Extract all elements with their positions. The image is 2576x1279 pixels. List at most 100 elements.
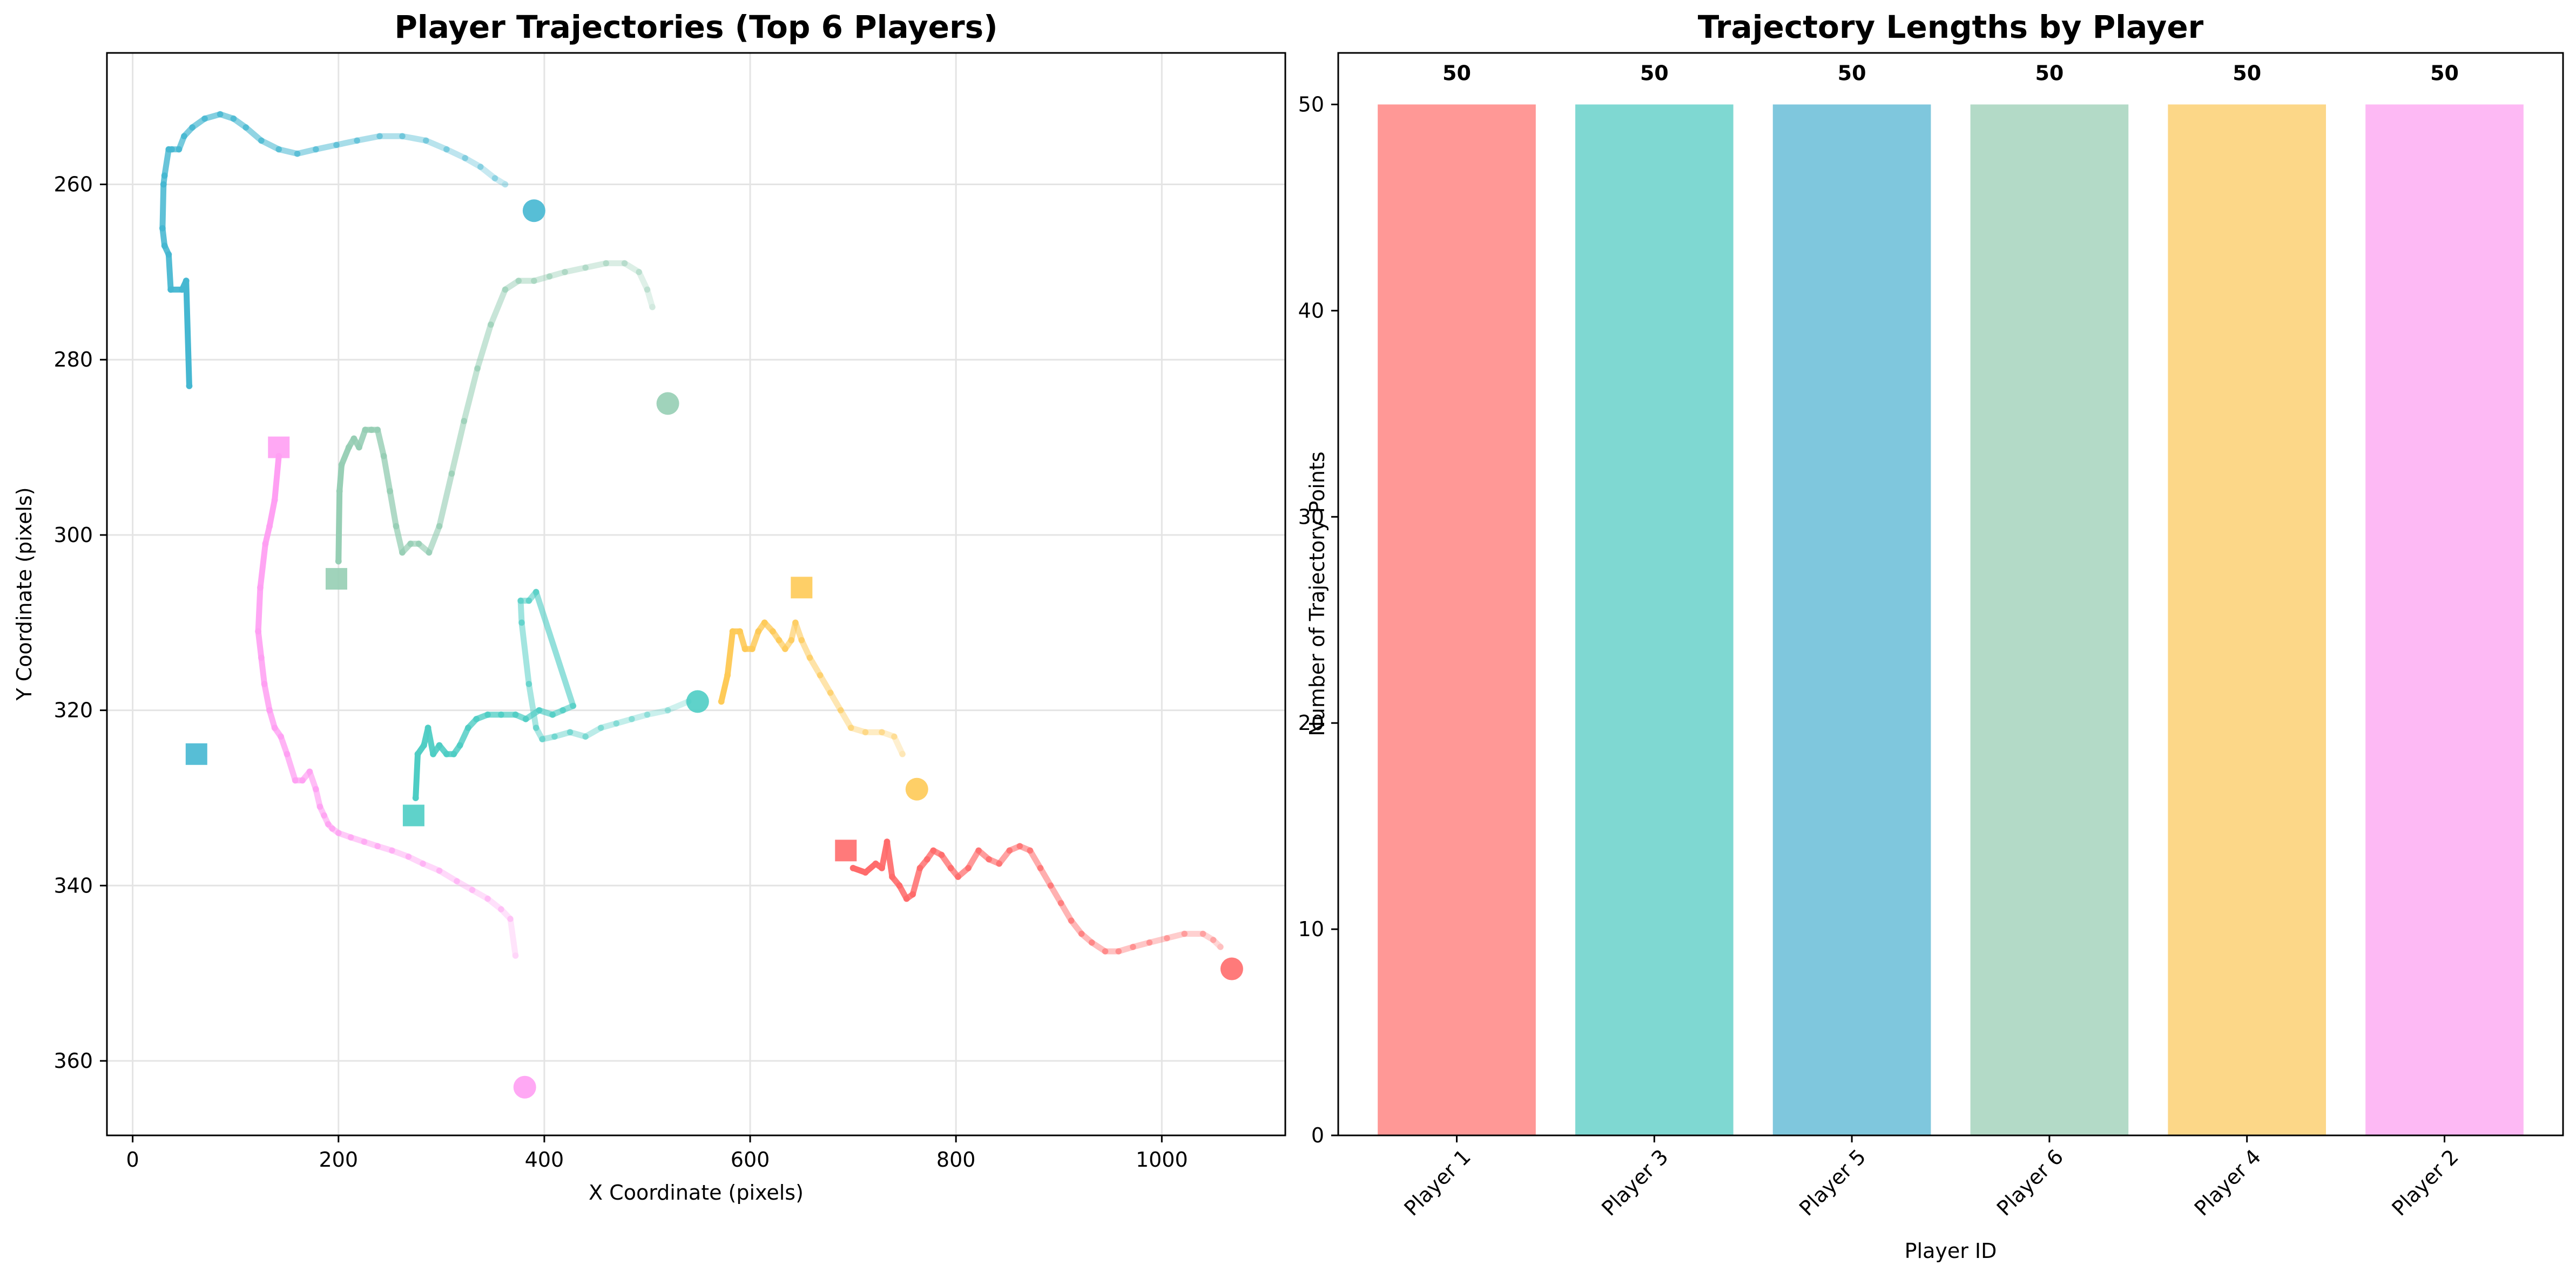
trajectory-point — [201, 115, 208, 122]
trajectory-segment — [724, 628, 736, 679]
trajectory-point — [335, 558, 342, 565]
trajectory-segment — [792, 619, 805, 644]
trajectory-segment — [965, 847, 982, 871]
trajectory-point — [748, 645, 756, 652]
trajectory-point — [628, 715, 635, 722]
trajectory-point — [776, 637, 783, 644]
trajectory-point — [430, 750, 437, 757]
trajectory-point — [847, 725, 854, 732]
trajectory-point — [464, 725, 471, 732]
trajectory-segment — [1048, 882, 1064, 906]
trajectory-segment — [807, 654, 824, 679]
trajectory-point — [761, 619, 768, 626]
trajectory-point — [292, 777, 299, 784]
trajectory-segment — [1115, 944, 1136, 955]
trajectory-segment — [891, 733, 906, 757]
trajectory-point — [258, 137, 265, 144]
trajectory-point — [788, 637, 795, 644]
bar-y-tick-label: 0 — [1311, 1124, 1324, 1147]
bar-y-axis-label: Number of Trajectory Points — [1305, 451, 1329, 736]
trajectory-segment — [491, 175, 508, 188]
trajectory-point — [484, 895, 491, 902]
trajectory-point — [376, 133, 383, 140]
y-tick-label: 260 — [53, 173, 93, 197]
bar-value-label: 50 — [1442, 61, 1471, 85]
trajectory-point — [507, 916, 514, 922]
trajectory-end-marker — [522, 199, 545, 222]
trajectory-plot-frame — [106, 52, 1286, 1136]
trajectory-point — [474, 365, 481, 372]
trajectory-point — [644, 286, 651, 293]
trajectory-segment — [848, 725, 868, 735]
trajectory-point — [275, 146, 282, 153]
trajectory-segment — [393, 523, 406, 556]
trajectory-point — [186, 382, 193, 389]
trajectory-length-bar-chart: 50 50 50 50 50 50 0 10 20 30 40 50 Player 1 Player 3… — [1298, 9, 2564, 1263]
trajectory-point — [426, 549, 433, 556]
trajectory-point — [862, 869, 869, 876]
trajectory-start-marker — [325, 568, 347, 590]
trajectory-segment — [469, 886, 491, 902]
bar-value-label: 50 — [1838, 61, 1866, 85]
trajectory-segment — [567, 729, 589, 740]
trajectory-segment — [629, 712, 650, 722]
trajectory-axis-ticks: 0 200 400 600 800 1000 260 280 300 320 340 360 — [53, 173, 1188, 1172]
trajectory-segment — [507, 916, 519, 959]
trajectory-point — [424, 725, 431, 732]
trajectory-point — [532, 588, 540, 595]
trajectory-point — [338, 462, 345, 469]
bar-value-label: 50 — [1640, 61, 1669, 85]
trajectory-point — [405, 853, 412, 860]
trajectory-point — [525, 680, 532, 687]
trajectory-segment — [387, 488, 399, 530]
trajectory-segment — [562, 265, 589, 275]
trajectory-segment — [454, 878, 476, 893]
trajectory-end-marker — [513, 1075, 536, 1099]
trajectory-point — [899, 750, 906, 757]
trajectory-segment — [525, 681, 540, 731]
trajectory-point — [1115, 948, 1122, 955]
trajectory-segment — [461, 365, 481, 424]
trajectory-point — [278, 733, 285, 740]
trajectory-point — [266, 523, 273, 530]
trajectory-point — [299, 777, 306, 784]
trajectory-point — [817, 672, 824, 679]
trajectory-segment — [242, 124, 265, 144]
trajectory-segment — [313, 141, 340, 153]
trajectory-start-marker — [185, 743, 207, 765]
trajectory-point — [930, 847, 937, 854]
trajectory-point — [1057, 899, 1064, 906]
trajectory-end-marker — [656, 392, 679, 415]
trajectory-point — [497, 711, 504, 718]
trajectory-segment — [551, 729, 574, 740]
trajectory-segment — [1068, 917, 1085, 937]
bar — [1575, 104, 1734, 1135]
trajectory-point — [167, 286, 174, 293]
trajectory-segment — [183, 278, 192, 389]
bar-value-label: 50 — [2430, 61, 2459, 85]
trajectory-point — [345, 444, 352, 451]
trajectory-point — [436, 523, 443, 530]
trajectory-point — [312, 146, 319, 153]
trajectory-point — [161, 172, 168, 179]
trajectory-point — [546, 273, 553, 280]
x-tick-label: 1000 — [1136, 1148, 1188, 1172]
trajectory-point — [517, 597, 524, 604]
trajectory-point — [448, 470, 455, 477]
trajectory-point — [532, 725, 540, 732]
trajectory-point — [462, 154, 469, 161]
trajectory-segment — [257, 540, 268, 591]
trajectory-point — [443, 146, 450, 153]
trajectory-point — [469, 886, 476, 894]
trajectory-point — [1146, 939, 1153, 946]
trajectory-point — [461, 417, 468, 424]
trajectory-segment — [488, 286, 508, 328]
trajectory-point — [436, 867, 443, 874]
trajectory-point — [321, 812, 328, 819]
trajectory-point — [450, 750, 457, 757]
trajectory-point — [242, 124, 249, 131]
trajectory-segment — [333, 137, 360, 148]
bar — [1772, 104, 1931, 1135]
trajectory-segment — [517, 598, 525, 626]
trajectory-segment — [644, 286, 656, 310]
